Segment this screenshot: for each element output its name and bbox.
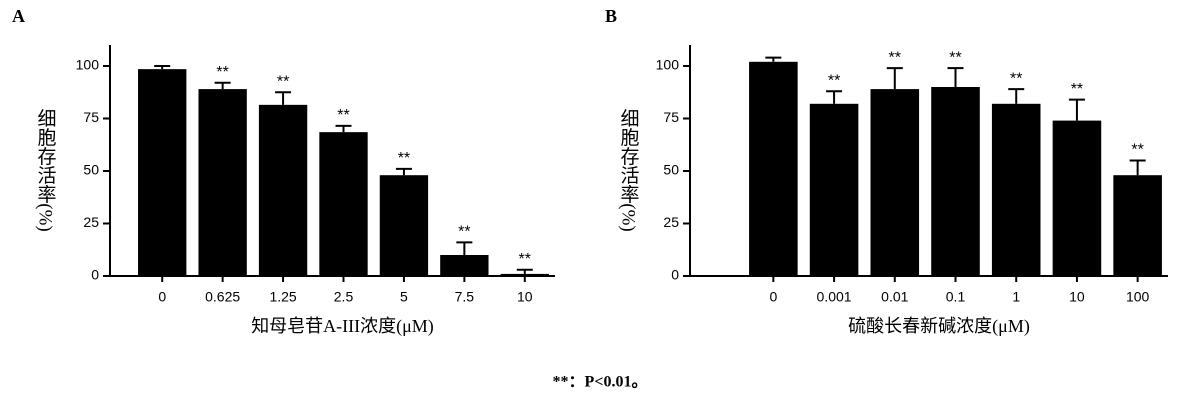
bar bbox=[991, 103, 1041, 276]
x-tick-label: 7.5 bbox=[455, 289, 475, 305]
y-axis-label: 细胞存活率(%) bbox=[35, 108, 57, 232]
bar bbox=[319, 132, 368, 276]
x-tick-label: 0 bbox=[769, 289, 777, 305]
y-tick-label: 100 bbox=[656, 57, 680, 73]
panel-label: A bbox=[12, 6, 25, 26]
significance-label: ** bbox=[519, 251, 531, 268]
x-tick-label: 2.5 bbox=[334, 289, 354, 305]
significance-label: ** bbox=[1010, 70, 1022, 87]
significance-label: ** bbox=[398, 150, 410, 167]
y-axis-label: 细胞存活率(%) bbox=[618, 108, 640, 232]
x-tick-label: 5 bbox=[400, 289, 408, 305]
x-axis-label: 硫酸长春新碱浓度(μM) bbox=[848, 316, 1030, 337]
x-tick-label: 1 bbox=[1012, 289, 1020, 305]
significance-label: ** bbox=[216, 64, 228, 81]
x-tick-label: 0.01 bbox=[881, 289, 908, 305]
bar bbox=[749, 61, 798, 276]
bar bbox=[809, 103, 859, 276]
significance-label: ** bbox=[949, 49, 961, 66]
panel-label: B bbox=[605, 6, 617, 26]
bar bbox=[198, 89, 247, 276]
significance-label: ** bbox=[458, 224, 470, 241]
bar bbox=[931, 87, 980, 276]
x-tick-label: 1.25 bbox=[269, 289, 296, 305]
significance-label: ** bbox=[277, 73, 289, 90]
y-tick-label: 75 bbox=[663, 109, 679, 125]
x-tick-label: 0.1 bbox=[946, 289, 966, 305]
x-tick-label: 10 bbox=[517, 289, 533, 305]
x-tick-label: 100 bbox=[1126, 289, 1150, 305]
y-tick-label: 25 bbox=[663, 214, 679, 230]
x-tick-label: 0.001 bbox=[817, 289, 852, 305]
footnote: **：P<0.01。 bbox=[553, 374, 648, 391]
y-tick-label: 25 bbox=[83, 214, 99, 230]
significance-label: ** bbox=[828, 72, 840, 89]
y-tick-label: 50 bbox=[663, 162, 679, 178]
bar bbox=[258, 104, 308, 276]
x-tick-label: 0.625 bbox=[205, 289, 240, 305]
bar bbox=[870, 89, 920, 276]
significance-label: ** bbox=[1131, 142, 1143, 159]
y-tick-label: 100 bbox=[76, 57, 100, 73]
bar bbox=[500, 273, 549, 276]
x-axis-label: 知母皂苷A-III浓度(μM) bbox=[251, 316, 434, 337]
significance-label: ** bbox=[337, 107, 349, 124]
significance-label: ** bbox=[1071, 81, 1083, 98]
x-tick-label: 10 bbox=[1069, 289, 1085, 305]
y-tick-label: 50 bbox=[83, 162, 99, 178]
bar bbox=[1113, 175, 1162, 276]
y-tick-label: 0 bbox=[91, 267, 99, 283]
bar bbox=[138, 69, 187, 277]
bar bbox=[1052, 120, 1102, 276]
y-tick-label: 0 bbox=[671, 267, 679, 283]
y-tick-label: 75 bbox=[83, 109, 99, 125]
bar bbox=[379, 175, 429, 276]
significance-label: ** bbox=[889, 49, 901, 66]
x-tick-label: 0 bbox=[158, 289, 166, 305]
bar bbox=[440, 255, 489, 276]
